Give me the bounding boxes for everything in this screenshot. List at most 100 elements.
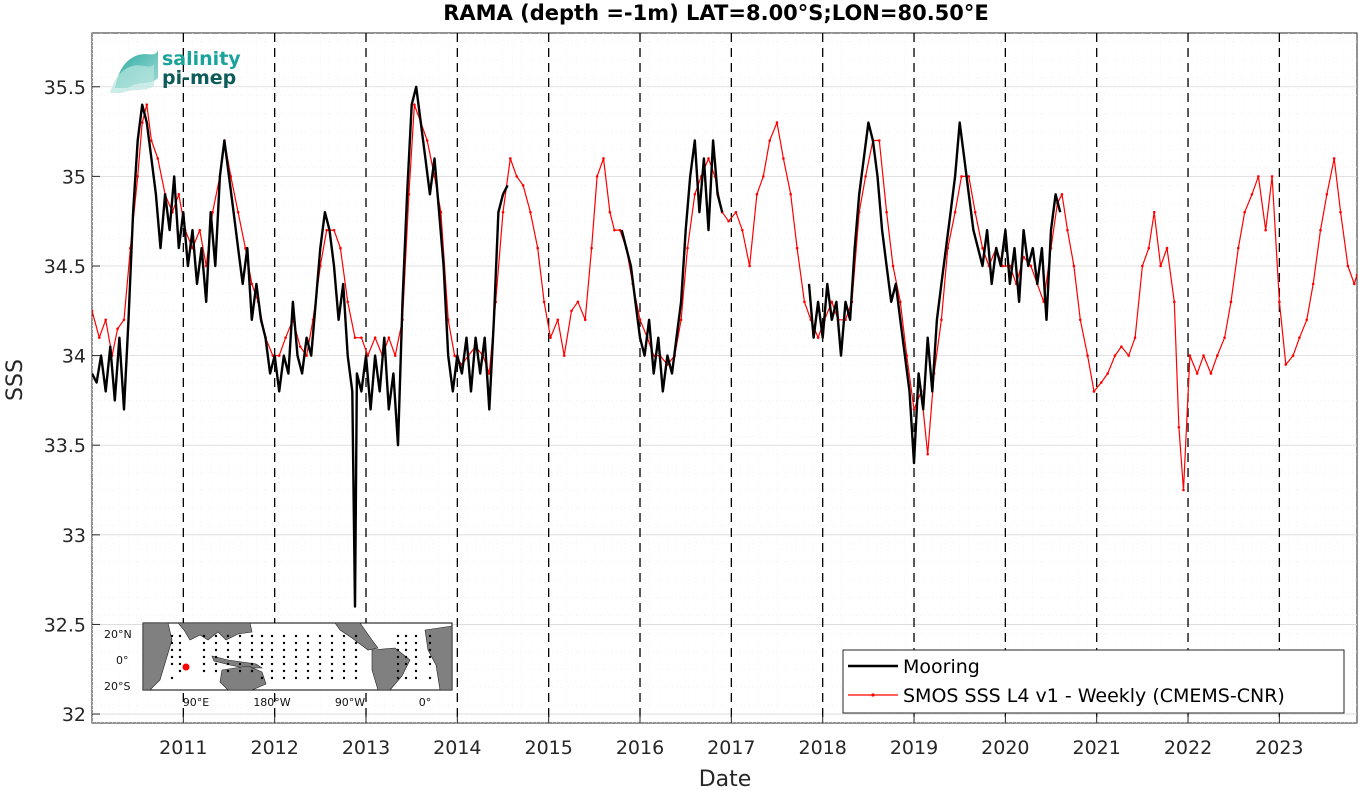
smos-point (298, 345, 302, 348)
smos-point (608, 210, 612, 214)
smos-point (967, 175, 971, 178)
smos-point (521, 184, 525, 187)
map-land-west-africa (424, 625, 452, 690)
legend: Mooring SMOS SSS L4 v1 - Weekly (CMEMS-C… (842, 649, 1345, 714)
smos-point (1159, 264, 1162, 268)
buoy-dot (428, 662, 432, 666)
buoy-dot (226, 662, 230, 666)
buoy-dot (202, 641, 206, 645)
buoy-dot (170, 676, 174, 680)
smos-point (679, 318, 683, 322)
smos-point (1141, 264, 1144, 268)
buoy-dot (354, 641, 358, 645)
buoy-dot (226, 655, 230, 659)
x-ticks: 2011 2012 2013 2014 2015 2016 2017 2018 2019 2020… (159, 715, 1304, 759)
smos-point (353, 336, 357, 339)
x-tick-label: 2020 (981, 737, 1029, 759)
x-tick-label: 2016 (616, 737, 664, 759)
smos-point (150, 139, 153, 142)
smos-point (156, 157, 160, 160)
buoy-dot (226, 641, 230, 645)
buoy-dot (414, 648, 418, 652)
smos-point (122, 318, 126, 322)
smos-point (1291, 354, 1295, 357)
buoy-dot (414, 641, 418, 645)
smos-point (236, 210, 240, 214)
buoy-dot (282, 634, 286, 638)
buoy-dot (342, 676, 346, 680)
y-tick-label: 33 (62, 525, 86, 547)
smos-point (1092, 390, 1096, 393)
smos-point (707, 157, 710, 160)
smos-point (803, 300, 806, 304)
buoy-dot (282, 669, 286, 673)
map-lon-label-0: 0° (419, 696, 432, 709)
smos-point (1298, 336, 1301, 339)
map-land-africa (143, 623, 173, 690)
buoy-dot (404, 676, 408, 680)
buoy-dot (226, 669, 230, 673)
buoy-dot (270, 648, 274, 652)
smos-point (1120, 345, 1123, 348)
buoy-dot (238, 648, 242, 652)
buoy-dot (270, 641, 274, 645)
buoy-dot (238, 634, 242, 638)
smos-point (912, 408, 916, 411)
smos-point (878, 139, 881, 142)
smos-point (1113, 354, 1117, 357)
smos-point (981, 246, 984, 250)
buoy-dot (306, 634, 310, 638)
buoy-dot (214, 662, 218, 666)
smos-point (830, 300, 834, 304)
buoy-dot (414, 634, 418, 638)
buoy-dot (428, 676, 432, 680)
y-axis-label: SSS (3, 359, 28, 401)
buoy-dot (342, 669, 346, 673)
y-tick-label: 35.5 (44, 77, 86, 99)
smos-point (595, 175, 599, 178)
buoy-dot (250, 662, 254, 666)
buoy-dot (170, 641, 174, 645)
buoy-dot (404, 655, 408, 659)
smos-point (1250, 192, 1254, 196)
buoy-dot (294, 676, 298, 680)
buoy-dot (214, 634, 218, 638)
smos-point (325, 228, 329, 232)
buoy-dot (226, 648, 230, 652)
buoy-dot (396, 641, 400, 645)
buoy-dot (270, 669, 274, 673)
buoy-dot (354, 676, 358, 680)
buoy-dot (306, 669, 310, 673)
smos-point (116, 327, 119, 331)
smos-point (360, 336, 363, 339)
smos-point (618, 228, 622, 232)
legend-mooring-label: Mooring (903, 656, 980, 678)
buoy-dot (342, 662, 346, 666)
legend-box (842, 649, 1345, 714)
smos-point (775, 121, 779, 124)
buoy-dot (354, 669, 358, 673)
x-tick-label: 2017 (707, 737, 755, 759)
x-tick-label: 2014 (433, 737, 481, 759)
smos-point (1029, 264, 1033, 268)
chart-title: RAMA (depth =-1m) LAT=8.00°S;LON=80.50°E (443, 1, 989, 25)
smos-point (762, 175, 765, 178)
smos-point (1264, 228, 1267, 232)
smos-point (953, 210, 957, 214)
smos-point (1127, 354, 1130, 357)
buoy-dot (214, 669, 218, 673)
buoy-dot (260, 655, 264, 659)
y-tick-label: 35 (62, 166, 86, 188)
smos-point (816, 336, 820, 339)
buoy-dot (414, 662, 418, 666)
y-tick-label: 34.5 (44, 256, 86, 278)
buoy-dot (330, 634, 334, 638)
buoy-dot (270, 662, 274, 666)
map-buoy-markers (170, 634, 432, 680)
buoy-dot (250, 641, 254, 645)
smos-point (602, 157, 605, 160)
map-lat-label-0: 0° (116, 654, 129, 667)
buoy-dot (270, 655, 274, 659)
smos-point (250, 282, 254, 286)
buoy-dot (282, 662, 286, 666)
